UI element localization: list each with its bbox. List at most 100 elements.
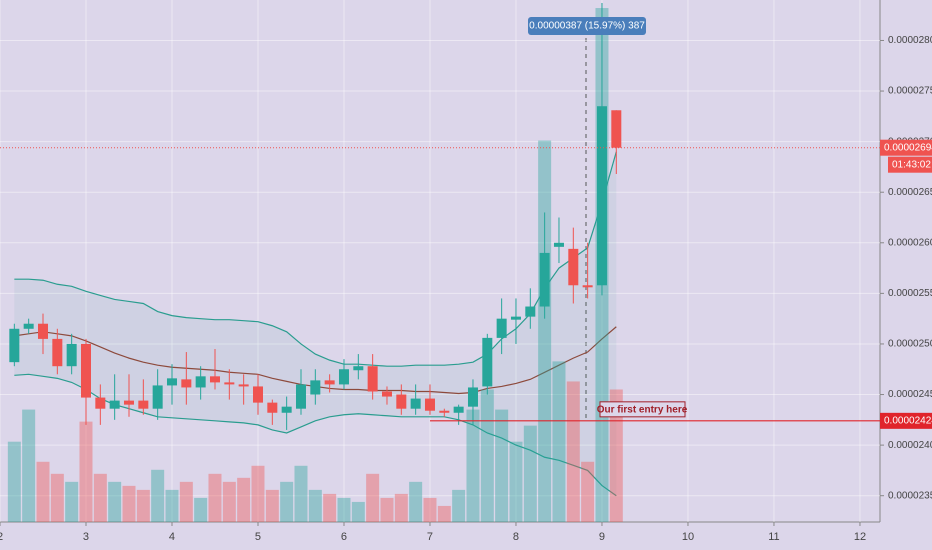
candle-body xyxy=(267,402,278,413)
candle-body xyxy=(453,406,464,413)
volume-bar xyxy=(452,489,466,522)
volume-bar xyxy=(237,477,251,522)
y-tick-label: 0.00002650 xyxy=(888,187,932,198)
candle-body xyxy=(152,385,163,409)
y-tick-label: 0.00002350 xyxy=(888,490,932,501)
candle-body xyxy=(553,242,564,247)
volume-bar xyxy=(495,409,509,522)
candle-body xyxy=(123,400,134,405)
y-tick-label: 0.00002750 xyxy=(888,86,932,97)
volume-bar xyxy=(581,461,595,522)
candle-body xyxy=(611,110,622,148)
x-tick-label: 8 xyxy=(513,531,519,543)
last-price-box xyxy=(880,139,932,156)
candle-body xyxy=(209,376,220,383)
candle-body xyxy=(295,384,306,409)
entry-price-box xyxy=(880,412,932,429)
candle-body xyxy=(23,323,34,329)
candle-body xyxy=(238,384,249,387)
candle-body xyxy=(396,394,407,409)
x-tick-label: 4 xyxy=(169,531,175,543)
candle-body xyxy=(353,366,364,371)
candle-body xyxy=(568,248,579,286)
volume-bar xyxy=(7,441,21,522)
volume-bar xyxy=(179,481,193,522)
candle-body xyxy=(496,318,507,338)
entry-price-label: 0.00002424 xyxy=(884,415,932,426)
volume-bar xyxy=(337,497,351,522)
measure-box xyxy=(528,17,646,35)
measure-label: 0.00000387 (15.97%) 387 xyxy=(529,21,645,32)
volume-bar xyxy=(394,493,408,522)
volume-bar xyxy=(538,140,552,523)
entry-label: Our first entry here xyxy=(597,404,688,415)
x-tick-label: 10 xyxy=(682,531,694,543)
candle-body xyxy=(66,343,77,367)
volume-bar xyxy=(165,489,179,522)
volume-bar xyxy=(480,389,494,522)
candle-body xyxy=(195,376,206,388)
last-price-label: 0.00002694 xyxy=(884,142,932,153)
x-tick-label: 7 xyxy=(427,531,433,543)
candle-body xyxy=(37,323,48,339)
volume-bar xyxy=(351,501,365,522)
volume-bar xyxy=(79,421,93,522)
countdown-box xyxy=(888,156,932,173)
volume-bar xyxy=(523,425,537,522)
volume-bar xyxy=(280,481,294,522)
candle-body xyxy=(439,410,450,413)
x-tick-label: 12 xyxy=(854,531,866,543)
volume-bar xyxy=(265,489,279,522)
candle-body xyxy=(324,380,335,385)
candle-body xyxy=(9,328,20,363)
candle-body xyxy=(525,306,536,317)
y-tick-label: 0.00002400 xyxy=(888,440,932,451)
volume-bar xyxy=(437,505,451,522)
y-tick-label: 0.00002800 xyxy=(888,35,932,46)
candle-body xyxy=(80,343,91,398)
entry-label-box xyxy=(599,401,686,418)
x-tick-label: 2 xyxy=(0,531,3,543)
volume-bar xyxy=(380,497,394,522)
candle-body xyxy=(410,398,421,409)
volume-bar xyxy=(36,461,50,522)
volume-bar xyxy=(65,481,79,522)
candle-body xyxy=(181,379,192,388)
y-tick-label: 0.00002550 xyxy=(888,288,932,299)
volume-bar xyxy=(50,473,64,522)
volume-bar xyxy=(222,481,236,522)
volume-bar xyxy=(151,469,165,522)
volume-bar xyxy=(366,473,380,522)
candle-body xyxy=(482,337,493,387)
volume-bar xyxy=(251,465,265,522)
x-tick-label: 11 xyxy=(768,531,779,543)
x-tick-label: 9 xyxy=(599,531,605,543)
candle-body xyxy=(138,400,149,409)
candle-body xyxy=(467,387,478,407)
volume-bar xyxy=(208,473,222,522)
candle-body xyxy=(224,382,235,385)
candle-body xyxy=(539,252,550,307)
candle-body xyxy=(95,397,106,409)
countdown: 01:43:02 xyxy=(892,159,931,170)
volume-bar xyxy=(136,489,150,522)
volume-bar xyxy=(108,481,122,522)
candle-body xyxy=(252,386,263,403)
volume-bar xyxy=(93,473,107,522)
volume-bar xyxy=(466,409,480,522)
band-fill xyxy=(14,151,617,496)
candle-body xyxy=(52,338,63,367)
candle-body xyxy=(381,391,392,397)
candle-body xyxy=(166,378,177,386)
volume-bar xyxy=(566,381,580,522)
candle-body xyxy=(424,398,435,411)
candle-body xyxy=(510,316,521,320)
volume-bar xyxy=(552,361,566,522)
volume-bar xyxy=(194,497,208,522)
volume-bar xyxy=(423,497,437,522)
volume-bar xyxy=(294,465,308,522)
x-tick-label: 6 xyxy=(341,531,347,543)
volume-bar xyxy=(609,389,623,522)
candle-body xyxy=(109,400,120,409)
